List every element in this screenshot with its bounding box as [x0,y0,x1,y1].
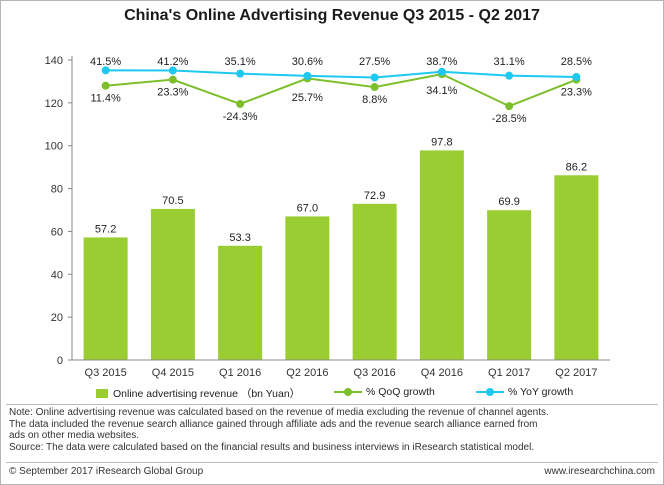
note-line-3: ads on other media websites. [9,430,140,441]
qoq-value-label: 34.1% [426,85,457,97]
yoy-point [572,72,581,81]
yoy-point [303,71,312,80]
yoy-value-label: 35.1% [225,56,256,68]
footer-copyright: © September 2017 iResearch Global Group [9,466,204,477]
bar-value-label: 57.2 [95,223,116,235]
yoy-value-label: 31.1% [494,56,525,68]
legend-label-qoq: % QoQ growth [366,386,435,398]
yoy-line-path [105,69,577,79]
bar [285,216,330,360]
qoq-point [168,75,177,84]
yoy-line-series [101,66,581,82]
qoq-value-label: 25.7% [292,92,323,104]
x-tick-label: Q1 2017 [488,367,530,379]
bar-value-label: 70.5 [162,195,183,207]
yoy-value-label: 27.5% [359,56,390,68]
bar-value-label: 67.0 [297,202,318,214]
legend-item-yoy: % YoY growth [476,386,573,398]
qoq-value-label: 8.8% [362,94,387,106]
notes: Note: Online advertising revenue was cal… [9,407,657,453]
yoy-point [505,71,514,80]
x-tick-label: Q2 2017 [555,367,597,379]
bar-value-label: 53.3 [229,232,250,244]
bar-labels: 57.2 70.5 53.3 67.0 72.9 97.8 69.9 86.2 [95,136,587,243]
qoq-point [101,81,110,90]
yoy-value-label: 38.7% [426,56,457,68]
yoy-value-label: 28.5% [561,56,592,68]
footer: © September 2017 iResearch Global Group … [9,466,655,480]
x-tick-label: Q4 2016 [421,367,463,379]
y-tick-label: 80 [51,184,63,196]
qoq-value-label: 23.3% [561,87,592,99]
y-tick-label: 100 [45,141,63,153]
legend-swatch-revenue [96,389,108,398]
bar [218,245,263,360]
yoy-value-label: 41.5% [90,56,121,68]
legend-label-yoy: % YoY growth [508,386,574,398]
x-tick-label: Q3 2015 [85,367,127,379]
notes-divider [6,404,658,405]
yoy-point [370,73,379,82]
legend-label-revenue: Online advertising revenue （bn Yuan） [113,388,301,400]
y-tick-label: 120 [45,98,63,110]
legend-swatch-yoy [476,387,504,397]
chart-plot: 0 20 40 60 80 100 120 140 57.2 70.5 53.3 67.0 72.9 9… [45,55,610,379]
qoq-value-label: 23.3% [157,87,188,99]
bar [419,150,464,360]
line-labels: 41.5% 41.2% 35.1% 30.6% 27.5% 38.7% 31.1% 28.5%… [90,56,592,125]
footer-website: www.iresearchchina.com [544,466,655,477]
bar-series [83,150,599,360]
yoy-point [168,66,177,75]
bar-value-label: 69.9 [498,196,519,208]
qoq-point [370,83,379,92]
x-axis: Q3 2015 Q4 2015 Q1 2016 Q2 2016 Q3 2016 Q4 20… [72,359,610,379]
yoy-point [236,69,245,78]
chart-title: China's Online Advertising Revenue Q3 20… [124,7,540,24]
y-tick-label: 60 [51,226,63,238]
x-tick-label: Q3 2016 [354,367,396,379]
bar [83,237,128,360]
x-tick-label: Q4 2015 [152,367,194,379]
y-axis: 0 20 40 60 80 100 120 140 [45,55,73,367]
footer-divider [6,462,658,463]
note-line-2: The data included the revenue search all… [9,418,538,430]
x-tick-label: Q1 2016 [219,367,261,379]
bar [352,203,397,360]
qoq-value-label: -28.5% [492,113,527,125]
legend-item-revenue: Online advertising revenue （bn Yuan） [96,386,300,401]
qoq-line-path [105,73,577,108]
bar-value-label: 72.9 [364,190,385,202]
yoy-point [437,67,446,76]
yoy-value-label: 41.2% [157,56,188,68]
bar-value-label: 97.8 [431,136,452,148]
bar-value-label: 86.2 [566,161,587,173]
yoy-point [101,66,110,75]
bar [487,210,532,360]
bar [150,208,195,360]
note-line-1: Note: Online advertising revenue was cal… [9,407,549,418]
bar [554,175,599,360]
qoq-value-label: 11.4% [90,93,121,105]
source-line: Source: The data were calculated based o… [9,441,535,453]
y-tick-label: 20 [51,312,63,324]
legend-item-qoq: % QoQ growth [334,386,435,398]
qoq-value-label: -24.3% [223,111,258,123]
y-tick-label: 40 [51,269,63,281]
legend-swatch-qoq [334,387,362,397]
x-tick-label: Q2 2016 [286,367,328,379]
yoy-value-label: 30.6% [292,56,323,68]
legend: Online advertising revenue （bn Yuan） % Q… [96,386,636,402]
qoq-line-series [101,70,581,111]
y-tick-label: 140 [45,55,63,67]
y-tick-label: 0 [57,355,63,367]
qoq-point [236,99,245,108]
qoq-point [505,102,514,111]
